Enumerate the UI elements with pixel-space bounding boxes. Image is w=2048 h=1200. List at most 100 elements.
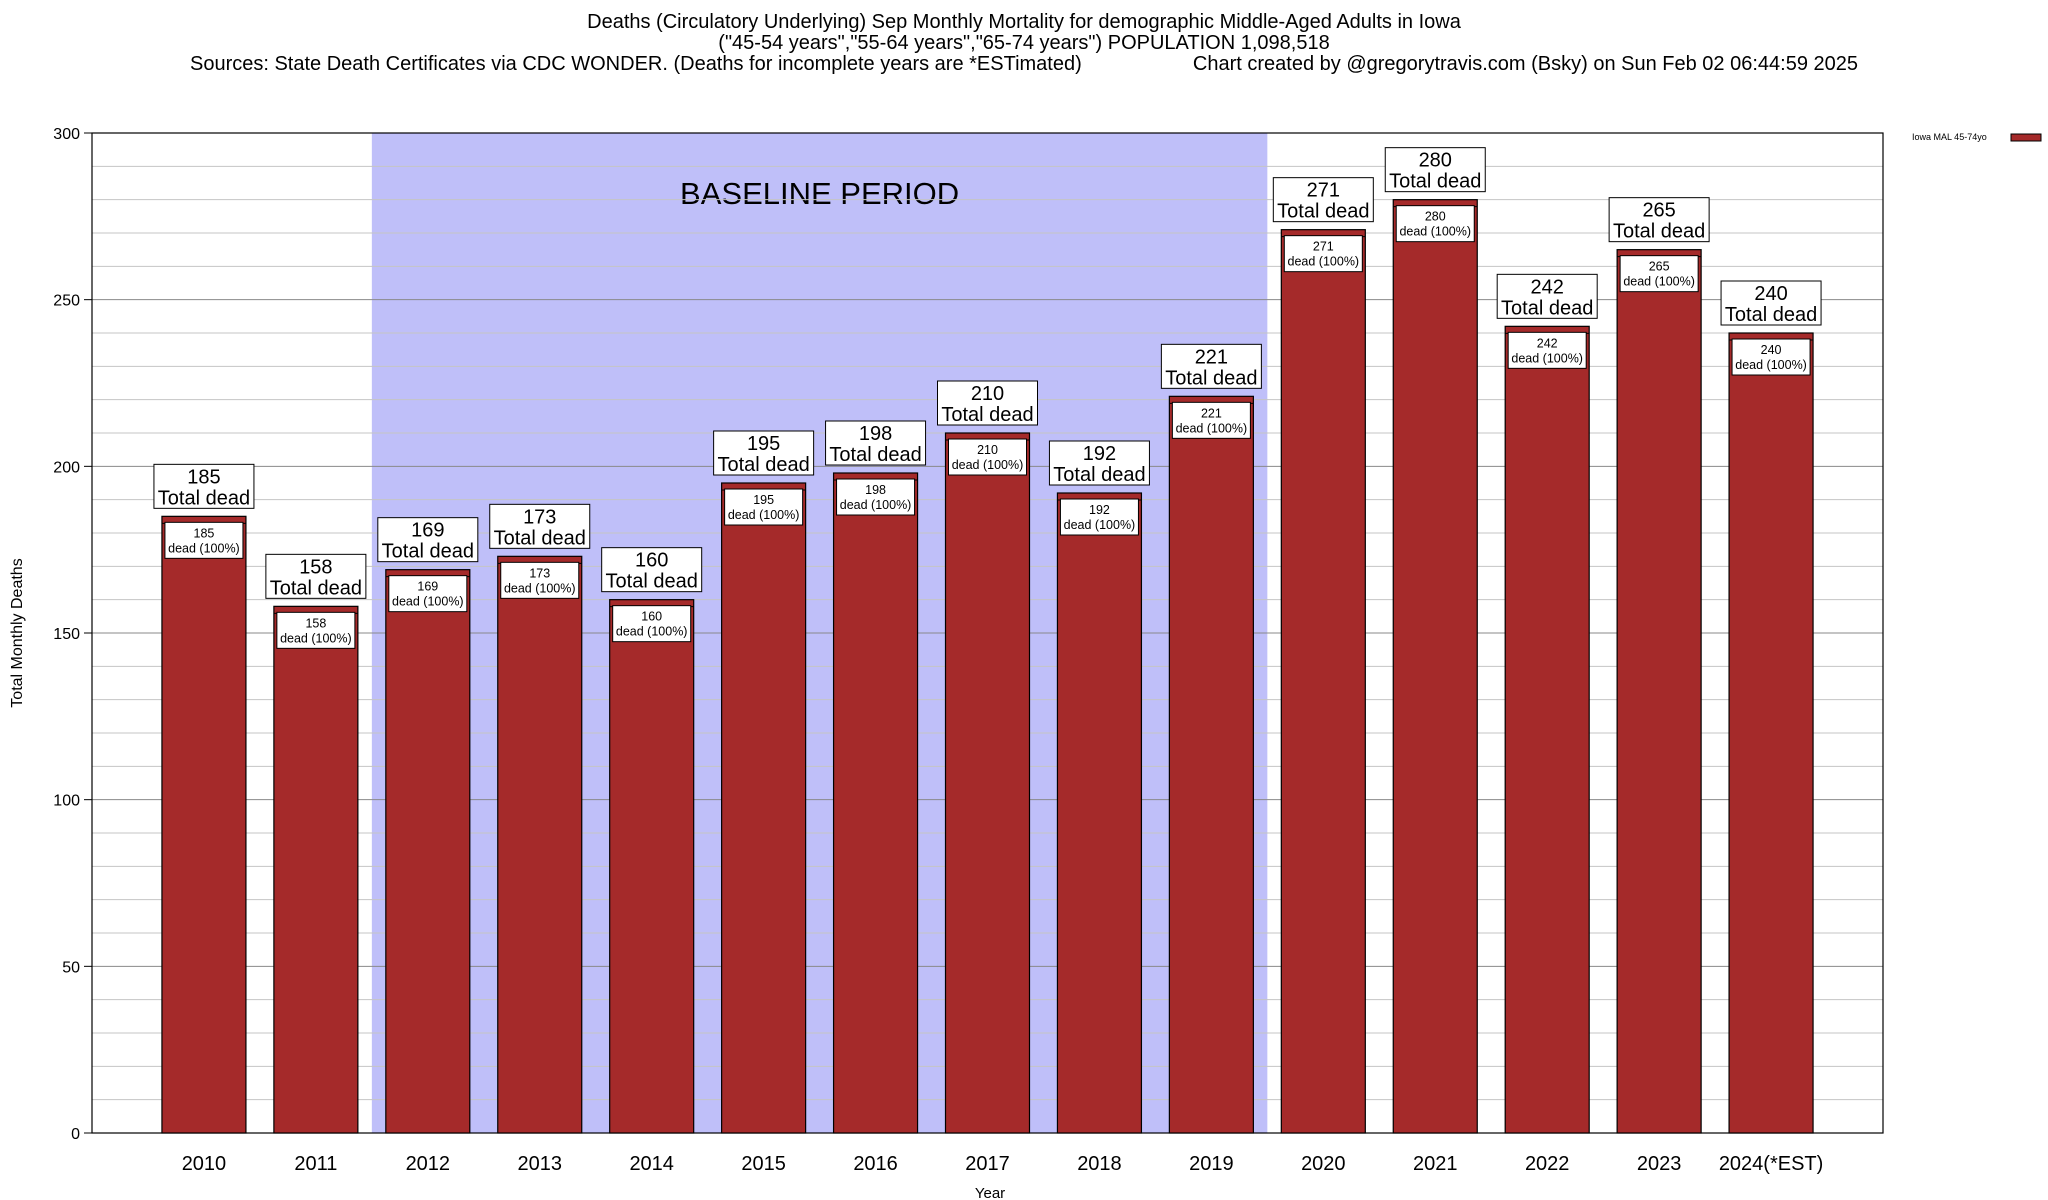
- bar-inner-value: 271: [1313, 240, 1334, 254]
- bar-2016: [832, 472, 919, 1134]
- bar-total-value: 173: [523, 506, 556, 528]
- x-tick-label: 2018: [1077, 1153, 1122, 1175]
- bar-inner-dead-label: dead (100%): [952, 458, 1024, 472]
- x-tick-label: 2019: [1189, 1153, 1234, 1175]
- bar-inner-value: 158: [305, 616, 326, 630]
- bar-inner-value: 265: [1649, 260, 1670, 274]
- bar-inner-label-box: [1619, 255, 1699, 293]
- bar-inner-value: 173: [529, 566, 550, 580]
- bar-2020: [1280, 229, 1366, 1134]
- y-tick-label: 250: [53, 293, 80, 310]
- bar-inner-dead-label: dead (100%): [168, 541, 240, 555]
- bar-inner-label-box: [1731, 338, 1811, 376]
- bar-inner-value: 192: [1089, 503, 1110, 517]
- bar-inner-label-box: [948, 438, 1027, 476]
- bar-2024(*EST): [1728, 332, 1814, 1134]
- bar-total-value: 280: [1419, 150, 1452, 172]
- bar-2011: [273, 605, 359, 1134]
- bar-inner-value: 160: [641, 610, 662, 624]
- bar-inner-label-box: [388, 575, 468, 613]
- bar-total-value: 240: [1754, 283, 1787, 305]
- bar-total-dead-label: Total dead: [717, 454, 809, 476]
- bar-total-label-box: [825, 420, 927, 466]
- bar-total-dead-label: Total dead: [1277, 201, 1369, 223]
- bar-2022: [1504, 325, 1590, 1134]
- bar-total-dead-label: Total dead: [829, 444, 921, 466]
- bar-total-label-box: [1272, 177, 1374, 223]
- bar-inner-label-box: [1171, 401, 1251, 439]
- legend-label: Iowa MAL 45-74yo: [1912, 132, 1987, 142]
- bar-inner-dead-label: dead (100%): [1288, 255, 1360, 269]
- bar-inner-label-box: [724, 488, 804, 526]
- bar-inner-value: 242: [1537, 336, 1558, 350]
- y-tick-label: 300: [53, 126, 80, 143]
- bar-2023: [1616, 249, 1702, 1134]
- bar-total-dead-label: Total dead: [1725, 304, 1817, 326]
- credit-text: Chart created by @gregorytravis.com (Bsk…: [1192, 53, 1859, 75]
- bar-2019: [1168, 395, 1254, 1134]
- x-tick-label: 2015: [741, 1153, 786, 1175]
- bar-inner-dead-label: dead (100%): [840, 498, 912, 512]
- bar-total-dead-label: Total dead: [1053, 464, 1145, 486]
- bar-total-label-box: [153, 463, 255, 509]
- x-tick-label: 2020: [1301, 1153, 1346, 1175]
- chart-title: Deaths (Circulatory Underlying) Sep Mont…: [0, 12, 2048, 75]
- x-tick-label: 2024(*EST): [1719, 1153, 1824, 1175]
- bar-total-label-box: [937, 380, 1038, 426]
- bar-inner-value: 169: [417, 580, 438, 594]
- bar-inner-dead-label: dead (100%): [1064, 518, 1136, 532]
- y-tick-label: 150: [53, 626, 80, 643]
- bar-inner-dead-label: dead (100%): [1623, 275, 1695, 289]
- bar-inner-dead-label: dead (100%): [1399, 225, 1471, 239]
- bar-total-label-box: [265, 553, 367, 599]
- bar-inner-dead-label: dead (100%): [280, 631, 352, 645]
- bar-inner-value: 221: [1201, 406, 1222, 420]
- bar-total-label-box: [377, 517, 479, 563]
- bar-2017: [944, 432, 1031, 1134]
- bar-inner-value: 240: [1761, 343, 1782, 357]
- bar-total-dead-label: Total dead: [941, 404, 1033, 426]
- bar-total-value: 210: [971, 383, 1004, 405]
- bar-inner-value: 198: [865, 483, 886, 497]
- bar-total-dead-label: Total dead: [382, 541, 474, 563]
- y-axis-label: Total Monthly Deaths: [9, 558, 26, 707]
- legend-swatch: [2010, 133, 2042, 142]
- bar-total-value: 195: [747, 433, 780, 455]
- title-line-3: Sources: State Death Certificates via CD…: [0, 54, 2048, 75]
- x-tick-label: 2010: [182, 1153, 227, 1175]
- bar-total-label-box: [1608, 197, 1710, 243]
- bar-2018: [1056, 492, 1143, 1134]
- bar-total-label-box: [1384, 147, 1486, 193]
- bar-total-dead-label: Total dead: [1501, 297, 1593, 319]
- bar-total-value: 169: [411, 520, 444, 542]
- y-tick-label: 200: [53, 459, 80, 476]
- bar-inner-label-box: [612, 605, 692, 643]
- x-tick-label: 2022: [1525, 1153, 1570, 1175]
- bar-inner-dead-label: dead (100%): [616, 625, 688, 639]
- bar-total-label-box: [489, 503, 591, 549]
- bar-total-value: 221: [1195, 346, 1228, 368]
- x-tick-label: 2016: [853, 1153, 898, 1175]
- title-line-2: ("45-54 years","55-64 years","65-74 year…: [718, 32, 1330, 54]
- bar-total-label-box: [1048, 440, 1150, 486]
- x-tick-label: 2011: [294, 1153, 337, 1175]
- title-line-1: Deaths (Circulatory Underlying) Sep Mont…: [587, 11, 1461, 33]
- x-tick-label: 2021: [1413, 1153, 1458, 1175]
- bar-inner-value: 185: [194, 526, 215, 540]
- bar-2015: [721, 482, 807, 1134]
- bar-total-dead-label: Total dead: [1389, 171, 1481, 193]
- bar-inner-label-box: [1059, 498, 1139, 536]
- bar-inner-label-box: [1283, 235, 1363, 273]
- y-tick-label: 50: [62, 959, 80, 976]
- bar-inner-dead-label: dead (100%): [728, 508, 800, 522]
- bar-total-dead-label: Total dead: [494, 527, 586, 549]
- bar-2010: [161, 515, 247, 1134]
- x-tick-label: 2017: [965, 1153, 1010, 1175]
- bar-total-dead-label: Total dead: [1165, 367, 1257, 389]
- x-axis-label: Year: [975, 1185, 1005, 1200]
- x-tick-label: 2014: [629, 1153, 674, 1175]
- bar-2021: [1392, 199, 1478, 1134]
- bar-inner-value: 195: [753, 493, 774, 507]
